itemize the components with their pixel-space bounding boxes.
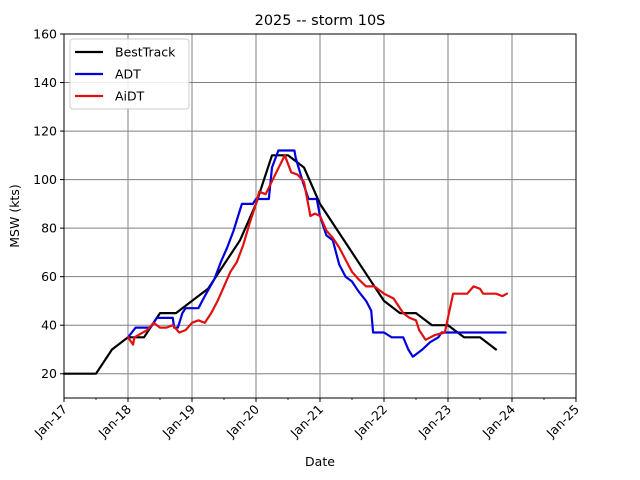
x-tick-label: Jan-24 xyxy=(479,401,518,440)
x-tick-label: Jan-17 xyxy=(31,402,70,441)
legend-box xyxy=(69,38,190,110)
y-tick-label: 140 xyxy=(33,75,57,90)
series-line-aidt xyxy=(126,154,508,346)
y-axis-label: MSW (kts) xyxy=(7,184,22,247)
legend-label-besttrack: BestTrack xyxy=(115,45,176,60)
x-tick-label: Jan-21 xyxy=(287,402,326,441)
y-axis: 20 40 60 80 100 120 140 160 xyxy=(33,27,64,381)
x-tick-label: Jan-18 xyxy=(95,401,134,440)
x-tick-label: Jan-25 xyxy=(543,402,582,441)
y-tick-label: 80 xyxy=(41,221,57,236)
legend: BestTrack ADT AiDT xyxy=(69,38,190,110)
y-tick-label: 160 xyxy=(33,27,57,42)
y-tick-label: 40 xyxy=(41,318,57,333)
x-axis: Jan-17 Jan-18 Jan-19 Jan-20 Jan-21 Jan-22 Jan-… xyxy=(31,398,582,441)
x-tick-label: Jan-19 xyxy=(159,401,198,440)
series-line-adt xyxy=(126,149,507,358)
x-tick-label: Jan-22 xyxy=(351,402,390,441)
y-tick-label: 120 xyxy=(33,124,57,139)
x-tick-label: Jan-23 xyxy=(415,402,454,441)
x-tick-label: Jan-20 xyxy=(223,401,262,440)
y-tick-label: 60 xyxy=(41,269,57,284)
chart-title: 2025 -- storm 10S xyxy=(255,13,386,29)
y-tick-label: 20 xyxy=(41,366,57,381)
x-axis-label: Date xyxy=(305,454,335,469)
series-lines xyxy=(62,149,508,375)
legend-label-adt: ADT xyxy=(115,67,141,82)
legend-label-aidt: AiDT xyxy=(115,89,145,104)
y-tick-label: 100 xyxy=(33,172,57,187)
